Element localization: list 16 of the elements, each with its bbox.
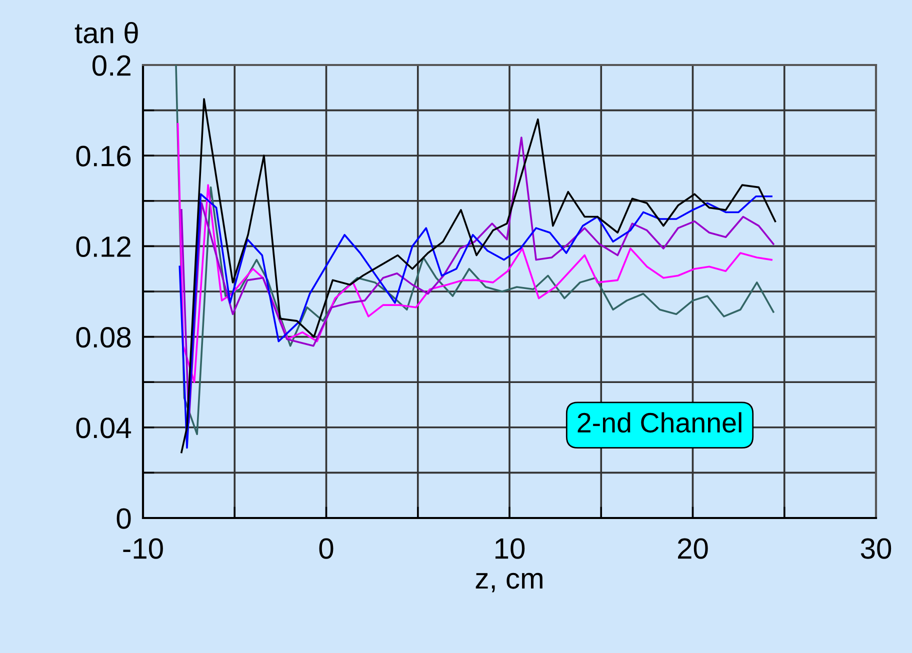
x-tick-label: 0 <box>319 538 334 559</box>
x-axis-title: z, cm <box>476 572 542 592</box>
y-tick-label: 0.04 <box>76 418 132 438</box>
line-series <box>178 193 772 449</box>
y-axis-title: tan θ <box>74 22 138 44</box>
y-tick-label: 0.2 <box>92 55 130 76</box>
x-tick-label: 20 <box>678 538 708 559</box>
x-tick-label: -10 <box>123 538 163 559</box>
y-tick-label: 0 <box>116 508 131 529</box>
y-tick-label: 0.08 <box>76 327 131 348</box>
annotation: 2-nd Channel <box>578 412 742 433</box>
x-tick-label: 10 <box>496 538 525 559</box>
x-tick-label: 30 <box>860 538 892 559</box>
y-tick-label: 0.12 <box>76 236 130 258</box>
y-tick-label: 0.16 <box>76 146 131 166</box>
line-series <box>176 122 772 384</box>
